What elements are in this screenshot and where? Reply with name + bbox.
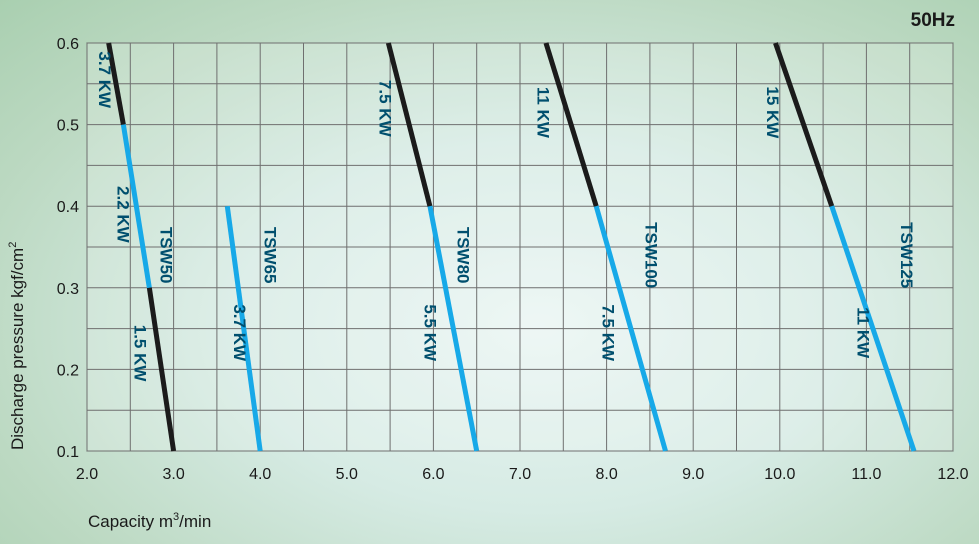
- tsw80-power-label: 7.5 KW: [376, 80, 395, 138]
- tsw65-segment-line: [224, 205, 263, 452]
- x-tick-label: 5.0: [336, 466, 358, 483]
- y-axis-label: Discharge pressure kgf/cm2: [7, 242, 27, 450]
- tsw125-segment-line: [773, 42, 835, 208]
- tsw80-segment-line: [427, 205, 480, 452]
- tsw100-power-label: 11 KW: [533, 87, 552, 139]
- tsw50-power-label: 3.7 KW: [95, 51, 114, 109]
- tsw50-power-label: 1.5 KW: [131, 325, 150, 383]
- x-tick-label: 7.0: [509, 466, 531, 483]
- tsw80-model-label: TSW80: [454, 227, 473, 284]
- x-tick-label: 9.0: [682, 466, 704, 483]
- x-tick-label: 2.0: [76, 466, 98, 483]
- frequency-label: 50Hz: [911, 10, 955, 31]
- tsw80-power-label: 5.5 KW: [421, 304, 440, 362]
- grid: [86, 42, 954, 452]
- x-axis-ticks: 2.0 3.0 4.0 5.0 6.0 7.0 8.0 9.0 10.0 11.0 12.0: [76, 466, 969, 483]
- x-tick-label: 11.0: [851, 466, 881, 483]
- y-tick-label: 0.1: [57, 444, 79, 461]
- x-tick-label: 6.0: [422, 466, 444, 483]
- tsw100-power-label: 7.5 KW: [598, 304, 617, 362]
- tsw65-power-label: 3.7 KW: [230, 304, 249, 362]
- tsw125-power-label: 11 KW: [854, 307, 873, 359]
- x-tick-label: 8.0: [595, 466, 617, 483]
- tsw50-power-label: 2.2 KW: [113, 186, 132, 244]
- y-tick-label: 0.6: [57, 36, 79, 53]
- x-tick-label: 12.0: [937, 466, 968, 483]
- tsw100-segment-line: [593, 205, 668, 452]
- tsw100-model-label: TSW100: [642, 222, 661, 288]
- tsw50-model-label: TSW50: [157, 227, 176, 284]
- y-tick-label: 0.4: [57, 199, 79, 216]
- y-axis-ticks: 0.1 0.2 0.3 0.4 0.5 0.6: [57, 36, 79, 461]
- x-tick-label: 10.0: [764, 466, 795, 483]
- tsw125-power-label: 15 KW: [763, 86, 782, 139]
- tsw65-model-label: TSW65: [261, 227, 280, 284]
- x-axis-label: Capacity m3/min: [88, 511, 211, 531]
- series-labels: 3.7 KW 2.2 KW 1.5 KW TSW50 3.7 KW TSW65 7.5 KW…: [95, 51, 916, 382]
- tsw100-segment-line: [543, 42, 599, 207]
- tsw125-segment-line: [829, 205, 917, 452]
- x-tick-label: 3.0: [162, 466, 184, 483]
- tsw50-segment-line: [146, 287, 177, 452]
- tsw80-segment-line: [385, 42, 433, 207]
- y-tick-label: 0.5: [57, 118, 79, 135]
- y-tick-label: 0.2: [57, 362, 79, 379]
- y-tick-label: 0.3: [57, 281, 79, 298]
- tsw50-segment-line: [120, 124, 152, 289]
- tsw50-segment-line: [106, 42, 126, 126]
- tsw125-model-label: TSW125: [897, 222, 916, 288]
- x-tick-label: 4.0: [249, 466, 271, 483]
- series-lines: [106, 42, 917, 452]
